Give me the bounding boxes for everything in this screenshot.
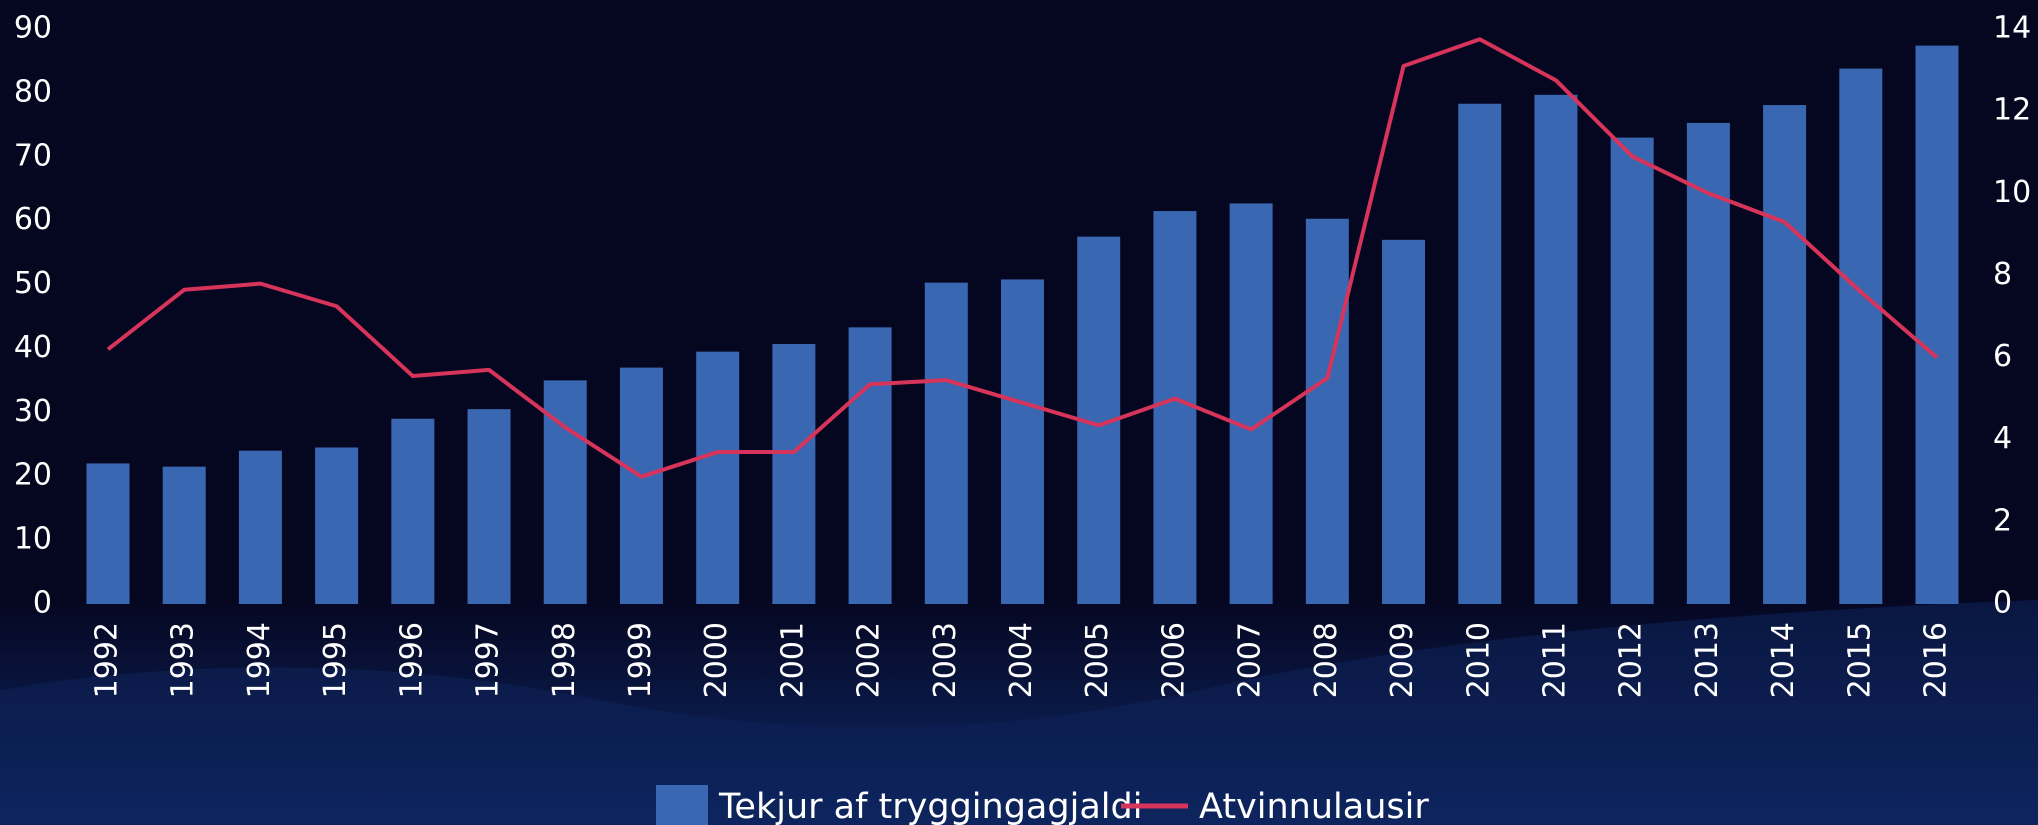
y2-tick-label: 2 (1993, 503, 2012, 538)
y2-tick-label: 10 (1993, 175, 2031, 210)
x-tick-label: 2005 (1080, 622, 1115, 698)
x-tick-label: 2011 (1537, 622, 1572, 698)
x-tick-label: 2015 (1842, 622, 1877, 698)
y-tick-label: 10 (14, 522, 52, 557)
bar (772, 343, 816, 604)
y2-tick-label: 14 (1993, 11, 2031, 46)
x-tick-label: 2003 (928, 622, 963, 698)
x-tick-label: 2012 (1614, 622, 1649, 698)
bar (924, 282, 968, 604)
bar (391, 418, 435, 604)
bar (1839, 68, 1883, 605)
x-tick-label: 1998 (547, 622, 582, 698)
bar (1763, 105, 1807, 605)
x-tick-label: 2000 (699, 622, 734, 698)
legend-swatch (656, 785, 708, 825)
x-tick-label: 1994 (242, 622, 277, 698)
bar (1305, 218, 1349, 604)
x-tick-label: 2006 (1156, 622, 1191, 698)
bar (1458, 103, 1502, 604)
bar (1610, 137, 1654, 604)
x-tick-label: 2010 (1461, 622, 1496, 698)
y2-tick-label: 6 (1993, 339, 2012, 374)
bar (238, 450, 282, 604)
x-tick-label: 2002 (852, 622, 887, 698)
x-tick-label: 1999 (623, 622, 658, 698)
y-tick-label: 20 (14, 458, 52, 493)
legend-label: Atvinnulausir (1199, 787, 1429, 825)
bar (696, 351, 740, 604)
x-tick-label: 1995 (318, 622, 353, 698)
x-tick-label: 2009 (1385, 622, 1420, 698)
bar (848, 327, 892, 604)
y-tick-label: 60 (14, 202, 52, 237)
legend-label: Tekjur af tryggingagjaldi (718, 787, 1142, 825)
bar (1915, 45, 1959, 605)
y-tick-label: 0 (33, 586, 52, 621)
bar (619, 367, 663, 604)
y-tick-label: 50 (14, 266, 52, 301)
bar (1686, 122, 1730, 605)
x-tick-label: 2008 (1309, 622, 1344, 698)
bar (1229, 203, 1273, 604)
y-tick-label: 70 (14, 138, 52, 173)
x-tick-label: 1997 (471, 622, 506, 698)
x-tick-label: 2001 (775, 622, 810, 698)
x-tick-label: 2016 (1919, 622, 1954, 698)
background-wave (0, 600, 2038, 825)
y-tick-label: 80 (14, 74, 52, 109)
y-tick-label: 90 (14, 11, 52, 46)
y2-tick-label: 12 (1993, 93, 2031, 128)
x-tick-label: 2013 (1690, 622, 1725, 698)
bar (467, 409, 511, 604)
y-tick-label: 40 (14, 330, 52, 365)
bar (162, 466, 206, 604)
y2-tick-label: 8 (1993, 257, 2012, 292)
bar (1001, 279, 1044, 604)
x-tick-label: 2014 (1766, 622, 1801, 698)
y2-tick-label: 0 (1993, 586, 2012, 621)
x-tick-label: 1996 (394, 622, 429, 698)
x-tick-label: 1993 (166, 622, 201, 698)
bar (1153, 211, 1197, 605)
y2-tick-label: 4 (1993, 421, 2012, 456)
bar (315, 447, 359, 604)
x-tick-label: 2007 (1233, 622, 1268, 698)
bar (86, 463, 130, 604)
x-tick-label: 1992 (90, 622, 125, 698)
bar (1382, 239, 1426, 605)
y-tick-label: 30 (14, 394, 52, 429)
line (106, 37, 1939, 479)
bar (1534, 94, 1578, 605)
x-tick-label: 2004 (1004, 622, 1039, 698)
